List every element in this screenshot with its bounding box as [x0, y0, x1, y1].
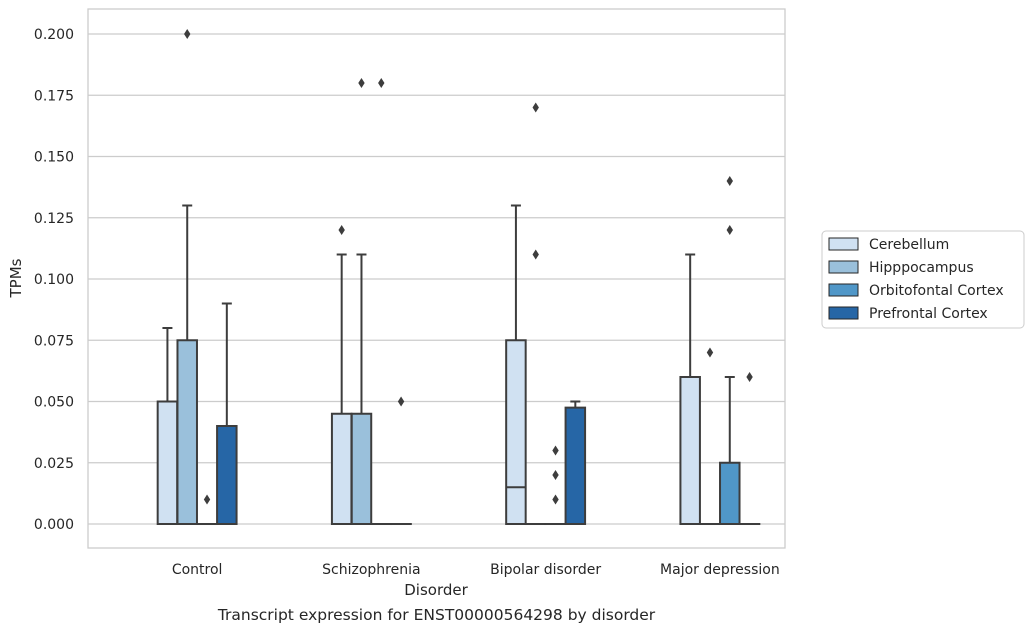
- y-tick-label: 0.075: [34, 333, 74, 349]
- box-prefrontal-cortex: [216, 302, 238, 525]
- x-axis-label: Disorder: [404, 581, 468, 599]
- y-tick-label: 0.025: [34, 456, 74, 472]
- box-prefrontal-cortex: [390, 396, 412, 526]
- box-hipppocampus: [176, 29, 198, 525]
- box-body: [156, 400, 179, 525]
- legend-label: Prefrontal Cortex: [869, 306, 988, 322]
- legend-label: Cerebellum: [869, 237, 949, 253]
- legend-swatch: [828, 283, 859, 297]
- y-axis-label: TPMs: [7, 258, 25, 298]
- outlier-point: [397, 396, 405, 407]
- outlier-point: [552, 470, 559, 480]
- y-tick-label: 0.000: [34, 517, 74, 533]
- box-body: [176, 339, 198, 525]
- y-tick-label: 0.050: [34, 395, 74, 411]
- legend-swatch: [828, 237, 859, 251]
- legend-items: Cerebellum Hipppocampus Orbitofontal Corte…: [828, 237, 1004, 322]
- x-tick-label: Bipolar disorder: [490, 562, 601, 578]
- y-tick-label: 0.100: [34, 272, 74, 288]
- outlier-point: [532, 102, 539, 113]
- box-body: [719, 461, 741, 525]
- box-body: [216, 425, 238, 525]
- x-tick-label: Control: [172, 562, 223, 578]
- outlier-point: [184, 29, 191, 39]
- outlier-point: [203, 494, 211, 505]
- plot-area-frame: [87, 8, 786, 549]
- legend-swatch: [828, 306, 859, 320]
- box-hipppocampus: [350, 78, 373, 525]
- boxplot-chart: 0.000 0.025 0.050 0.075 0.100 0.125 0.150 0.175…: [7, 8, 1025, 599]
- box-orbitofontal-cortex: [544, 445, 567, 526]
- y-tick-labels: 0.000 0.025 0.050 0.075 0.100 0.125 0.150 0.175…: [34, 27, 74, 533]
- x-tick-labels: Control Schizophrenia Bipolar disorder Majo…: [172, 562, 780, 578]
- y-tick-label: 0.200: [34, 27, 74, 43]
- box-orbitofontal-cortex: [370, 78, 393, 526]
- outlier-point: [532, 249, 539, 260]
- outlier-point: [726, 176, 733, 186]
- box-orbitofontal-cortex: [719, 176, 741, 525]
- outlier-point: [338, 225, 345, 235]
- gridlines: [88, 33, 785, 525]
- x-tick-label: Schizophrenia: [322, 562, 420, 578]
- box-body: [505, 339, 527, 525]
- legend-label: Hipppocampus: [869, 260, 974, 276]
- outlier-point: [552, 494, 559, 505]
- legend-label: Orbitofontal Cortex: [869, 283, 1004, 299]
- y-tick-label: 0.125: [34, 211, 74, 227]
- box-body: [350, 412, 373, 525]
- legend-frame: [821, 230, 1025, 329]
- figure-caption: Transcript expression for ENST0000056429…: [217, 606, 656, 624]
- box-layer: [156, 29, 761, 526]
- box-body: [679, 376, 701, 525]
- outlier-point: [378, 78, 385, 88]
- box-cerebellum: [156, 327, 179, 525]
- box-cerebellum: [330, 225, 353, 525]
- box-cerebellum: [505, 204, 527, 525]
- outlier-point: [726, 225, 733, 235]
- outlier-point: [552, 445, 559, 456]
- legend-swatch: [828, 260, 859, 274]
- box-body: [564, 406, 587, 525]
- outlier-point: [706, 347, 714, 358]
- box-orbitofontal-cortex: [196, 494, 218, 526]
- box-body: [330, 412, 353, 525]
- box-cerebellum: [679, 253, 701, 525]
- x-tick-label: Major depression: [660, 562, 780, 578]
- box-hipppocampus: [699, 347, 721, 526]
- legend: Cerebellum Hipppocampus Orbitofontal Corte…: [821, 230, 1025, 329]
- y-tick-label: 0.150: [34, 150, 74, 166]
- box-hipppocampus: [524, 102, 547, 526]
- box-prefrontal-cortex: [564, 400, 587, 525]
- box-prefrontal-cortex: [738, 372, 761, 526]
- y-tick-label: 0.175: [34, 88, 74, 104]
- outlier-point: [358, 78, 365, 88]
- outlier-point: [746, 372, 753, 382]
